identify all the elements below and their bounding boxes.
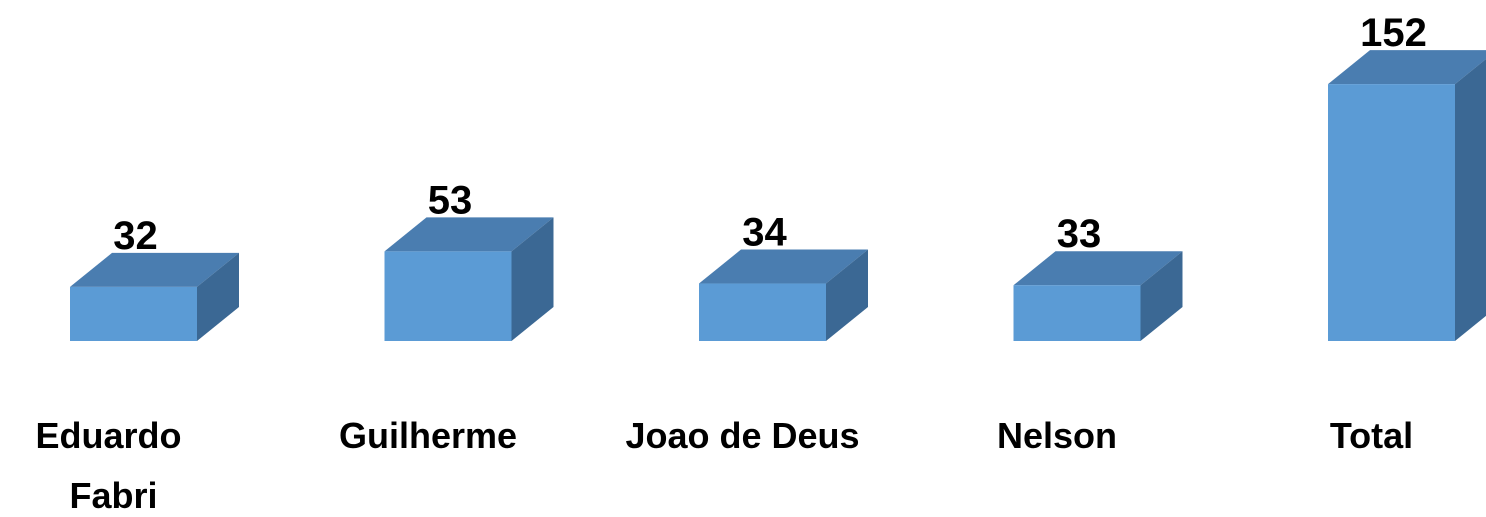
bar-front [384, 251, 512, 341]
bar-front [70, 286, 197, 341]
x-tick-label: Joao de Deus [625, 415, 859, 456]
data-label: 33 [1057, 212, 1102, 256]
bar [1013, 251, 1183, 341]
data-label: 152 [1360, 11, 1427, 55]
bar-top [699, 249, 868, 284]
bar-top [1013, 251, 1183, 286]
bar [1328, 50, 1486, 342]
bar-front [699, 283, 826, 341]
bar-front [1328, 84, 1455, 342]
x-tick-label: Guilherme [339, 415, 517, 456]
bar-side [511, 217, 554, 341]
data-label: 53 [428, 178, 473, 222]
bar-side [197, 252, 239, 341]
bar [384, 217, 554, 341]
bar-side [1455, 59, 1486, 341]
data-label: 32 [113, 214, 158, 258]
x-tick-label: Nelson [997, 415, 1117, 456]
data-label: 34 [742, 211, 787, 255]
bar-top [70, 252, 239, 287]
bar-side [826, 249, 868, 341]
bar-top [384, 217, 554, 252]
x-tick-label: Total [1330, 415, 1413, 456]
x-tick-label: Eduardo Fabri [35, 415, 191, 516]
bar [70, 252, 239, 341]
bar [699, 249, 868, 341]
bar-side [1140, 251, 1183, 341]
bar-top [1328, 50, 1486, 85]
bar-front [1013, 285, 1141, 341]
